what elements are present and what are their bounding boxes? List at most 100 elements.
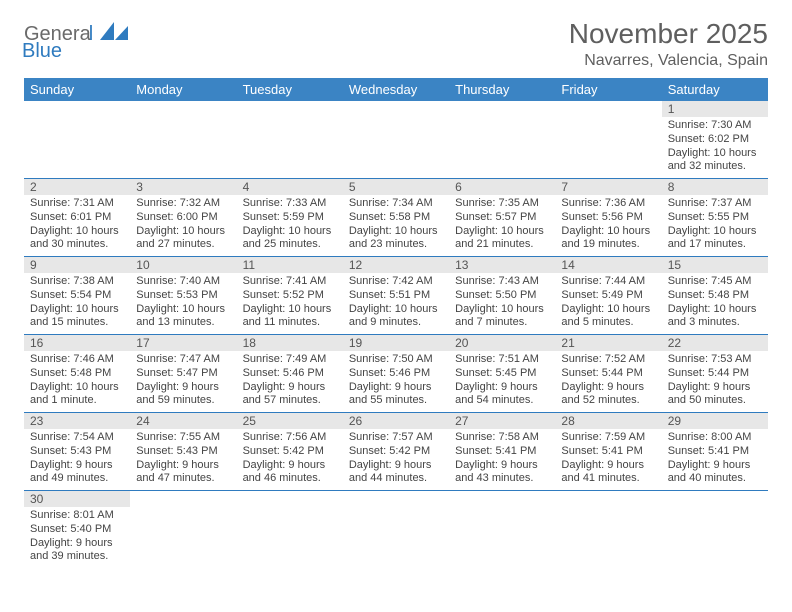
day-details: Sunrise: 7:54 AMSunset: 5:43 PMDaylight:… [24,429,130,490]
calendar-cell: 7Sunrise: 7:36 AMSunset: 5:56 PMDaylight… [555,179,661,257]
day-details: Sunrise: 7:32 AMSunset: 6:00 PMDaylight:… [130,195,236,256]
day-details: Sunrise: 7:50 AMSunset: 5:46 PMDaylight:… [343,351,449,412]
location-label: Navarres, Valencia, Spain [569,52,768,70]
day-details: Sunrise: 7:40 AMSunset: 5:53 PMDaylight:… [130,273,236,334]
calendar-cell: 20Sunrise: 7:51 AMSunset: 5:45 PMDayligh… [449,335,555,413]
daylight-text: Daylight: 10 hours and 1 minute. [30,381,124,409]
day-number: 23 [24,413,130,429]
sunset-text: Sunset: 5:58 PM [349,211,443,225]
calendar-cell: 5Sunrise: 7:34 AMSunset: 5:58 PMDaylight… [343,179,449,257]
sunrise-text: Sunrise: 7:38 AM [30,275,124,289]
daylight-text: Daylight: 9 hours and 49 minutes. [30,459,124,487]
calendar-cell [237,101,343,179]
sunset-text: Sunset: 5:41 PM [668,445,762,459]
day-number: 20 [449,335,555,351]
calendar-cell: 8Sunrise: 7:37 AMSunset: 5:55 PMDaylight… [662,179,768,257]
col-saturday: Saturday [662,78,768,101]
day-details: Sunrise: 7:49 AMSunset: 5:46 PMDaylight:… [237,351,343,412]
calendar-cell: 23Sunrise: 7:54 AMSunset: 5:43 PMDayligh… [24,413,130,491]
sunrise-text: Sunrise: 7:31 AM [30,197,124,211]
sunrise-text: Sunrise: 7:49 AM [243,353,337,367]
calendar-cell [24,101,130,179]
daylight-text: Daylight: 10 hours and 3 minutes. [668,303,762,331]
day-number: 2 [24,179,130,195]
day-number: 25 [237,413,343,429]
calendar-cell: 29Sunrise: 8:00 AMSunset: 5:41 PMDayligh… [662,413,768,491]
day-number: 11 [237,257,343,273]
sunrise-text: Sunrise: 7:36 AM [561,197,655,211]
day-number: 29 [662,413,768,429]
daylight-text: Daylight: 9 hours and 47 minutes. [136,459,230,487]
daylight-text: Daylight: 9 hours and 57 minutes. [243,381,337,409]
day-number: 28 [555,413,661,429]
day-number: 22 [662,335,768,351]
page-title: November 2025 [569,18,768,50]
sunrise-text: Sunrise: 7:43 AM [455,275,549,289]
day-number: 5 [343,179,449,195]
day-details: Sunrise: 7:30 AMSunset: 6:02 PMDaylight:… [662,117,768,178]
calendar-cell [130,491,236,569]
day-details: Sunrise: 7:46 AMSunset: 5:48 PMDaylight:… [24,351,130,412]
sunset-text: Sunset: 6:00 PM [136,211,230,225]
day-details: Sunrise: 8:00 AMSunset: 5:41 PMDaylight:… [662,429,768,490]
calendar-cell: 6Sunrise: 7:35 AMSunset: 5:57 PMDaylight… [449,179,555,257]
logo-text-blue2: Blue [22,40,62,62]
calendar-cell: 19Sunrise: 7:50 AMSunset: 5:46 PMDayligh… [343,335,449,413]
col-monday: Monday [130,78,236,101]
calendar-row: 16Sunrise: 7:46 AMSunset: 5:48 PMDayligh… [24,335,768,413]
day-details: Sunrise: 7:36 AMSunset: 5:56 PMDaylight:… [555,195,661,256]
day-details: Sunrise: 7:42 AMSunset: 5:51 PMDaylight:… [343,273,449,334]
calendar-cell: 26Sunrise: 7:57 AMSunset: 5:42 PMDayligh… [343,413,449,491]
sunrise-text: Sunrise: 7:57 AM [349,431,443,445]
sunset-text: Sunset: 6:02 PM [668,133,762,147]
day-number: 18 [237,335,343,351]
day-details: Sunrise: 7:51 AMSunset: 5:45 PMDaylight:… [449,351,555,412]
logo-text-blue: l [89,23,93,45]
sunrise-text: Sunrise: 7:32 AM [136,197,230,211]
day-number: 1 [662,101,768,117]
daylight-text: Daylight: 9 hours and 46 minutes. [243,459,337,487]
sunset-text: Sunset: 5:50 PM [455,289,549,303]
calendar-cell: 10Sunrise: 7:40 AMSunset: 5:53 PMDayligh… [130,257,236,335]
calendar-cell: 3Sunrise: 7:32 AMSunset: 6:00 PMDaylight… [130,179,236,257]
daylight-text: Daylight: 10 hours and 21 minutes. [455,225,549,253]
daylight-text: Daylight: 10 hours and 15 minutes. [30,303,124,331]
daylight-text: Daylight: 10 hours and 19 minutes. [561,225,655,253]
calendar-cell: 27Sunrise: 7:58 AMSunset: 5:41 PMDayligh… [449,413,555,491]
daylight-text: Daylight: 9 hours and 44 minutes. [349,459,443,487]
daylight-text: Daylight: 9 hours and 54 minutes. [455,381,549,409]
sunrise-text: Sunrise: 7:50 AM [349,353,443,367]
calendar-cell [449,101,555,179]
sunset-text: Sunset: 5:44 PM [668,367,762,381]
daylight-text: Daylight: 10 hours and 32 minutes. [668,147,762,175]
calendar-cell: 17Sunrise: 7:47 AMSunset: 5:47 PMDayligh… [130,335,236,413]
day-details: Sunrise: 7:41 AMSunset: 5:52 PMDaylight:… [237,273,343,334]
sunrise-text: Sunrise: 7:54 AM [30,431,124,445]
calendar-cell: 11Sunrise: 7:41 AMSunset: 5:52 PMDayligh… [237,257,343,335]
day-number: 21 [555,335,661,351]
day-number: 19 [343,335,449,351]
daylight-text: Daylight: 10 hours and 27 minutes. [136,225,230,253]
daylight-text: Daylight: 10 hours and 11 minutes. [243,303,337,331]
calendar-cell: 12Sunrise: 7:42 AMSunset: 5:51 PMDayligh… [343,257,449,335]
sunset-text: Sunset: 5:42 PM [243,445,337,459]
sunset-text: Sunset: 5:46 PM [349,367,443,381]
day-number: 30 [24,491,130,507]
sunrise-text: Sunrise: 7:42 AM [349,275,443,289]
sunset-text: Sunset: 5:42 PM [349,445,443,459]
logo-sail-icon [100,22,128,40]
calendar-cell: 13Sunrise: 7:43 AMSunset: 5:50 PMDayligh… [449,257,555,335]
col-thursday: Thursday [449,78,555,101]
day-details: Sunrise: 7:59 AMSunset: 5:41 PMDaylight:… [555,429,661,490]
day-details: Sunrise: 7:35 AMSunset: 5:57 PMDaylight:… [449,195,555,256]
day-details: Sunrise: 7:56 AMSunset: 5:42 PMDaylight:… [237,429,343,490]
sunset-text: Sunset: 5:56 PM [561,211,655,225]
daylight-text: Daylight: 10 hours and 13 minutes. [136,303,230,331]
sunrise-text: Sunrise: 7:35 AM [455,197,549,211]
sunset-text: Sunset: 5:46 PM [243,367,337,381]
sunrise-text: Sunrise: 7:41 AM [243,275,337,289]
calendar-cell: 16Sunrise: 7:46 AMSunset: 5:48 PMDayligh… [24,335,130,413]
daylight-text: Daylight: 9 hours and 59 minutes. [136,381,230,409]
day-number: 9 [24,257,130,273]
logo: General Blue [24,18,128,63]
